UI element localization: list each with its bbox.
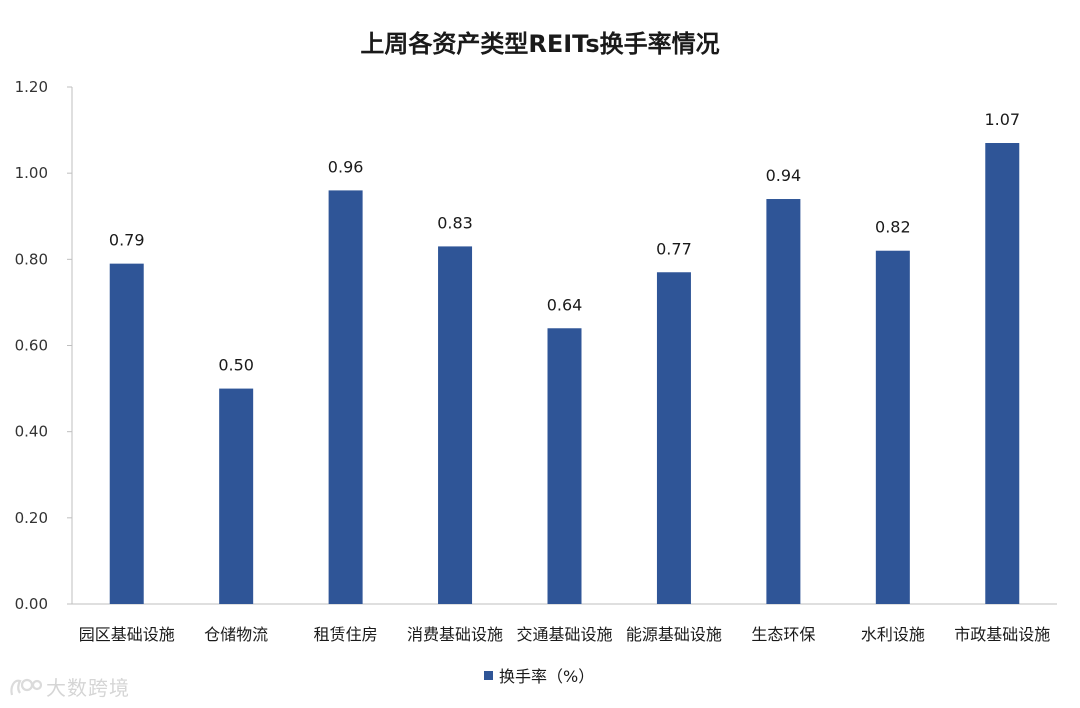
bar [328, 190, 363, 604]
x-tick-label: 市政基础设施 [954, 625, 1050, 644]
bars [109, 143, 1020, 605]
y-tick-label: 0.40 [15, 423, 48, 441]
data-label: 1.07 [984, 110, 1020, 129]
y-tick-label: 0.80 [15, 250, 48, 268]
data-label: 0.94 [766, 166, 802, 185]
data-label: 0.83 [437, 213, 473, 232]
legend: 换手率（%） [484, 667, 594, 686]
x-tick-label: 能源基础设施 [626, 625, 722, 644]
watermark: 大数跨境 [8, 672, 130, 701]
legend-label: 换手率（%） [499, 667, 594, 686]
bar [438, 246, 473, 605]
data-label: 0.77 [656, 239, 692, 258]
y-tick-label: 1.20 [15, 78, 48, 96]
bar [766, 199, 801, 604]
bar [875, 250, 910, 604]
y-tick-label: 0.00 [15, 595, 48, 613]
y-tick-label: 0.20 [15, 509, 48, 527]
y-tick-label: 0.60 [15, 337, 48, 355]
bar [219, 388, 254, 604]
category-labels: 园区基础设施 仓储物流 租赁住房 消费基础设施 交通基础设施 能源基础设施 生态环保 水利设施… [79, 625, 1051, 644]
data-label: 0.64 [547, 295, 583, 314]
watermark-logo-icon [10, 678, 42, 695]
bar [985, 143, 1020, 604]
data-labels: 0.79 0.50 0.96 0.83 0.64 0.77 0.94 0.82 1.07 [109, 110, 1020, 375]
x-tick-label: 租赁住房 [314, 625, 378, 644]
x-tick-label: 园区基础设施 [79, 625, 175, 644]
data-label: 0.82 [875, 218, 911, 237]
data-label: 0.96 [328, 157, 364, 176]
chart-title: 上周各资产类型REITs换手率情况 [360, 30, 719, 58]
y-tick-label: 1.00 [15, 164, 48, 182]
legend-swatch [484, 671, 493, 680]
x-tick-label: 消费基础设施 [407, 625, 503, 644]
x-tick-label: 交通基础设施 [516, 625, 612, 644]
x-tick-label: 生态环保 [751, 625, 815, 644]
bar [547, 328, 582, 604]
data-label: 0.50 [218, 356, 254, 375]
x-tick-label: 仓储物流 [204, 625, 268, 644]
bar [109, 263, 144, 604]
bar [656, 272, 691, 604]
watermark-text: 大数跨境 [46, 676, 130, 700]
data-label: 0.79 [109, 231, 145, 250]
x-tick-label: 水利设施 [861, 625, 925, 644]
